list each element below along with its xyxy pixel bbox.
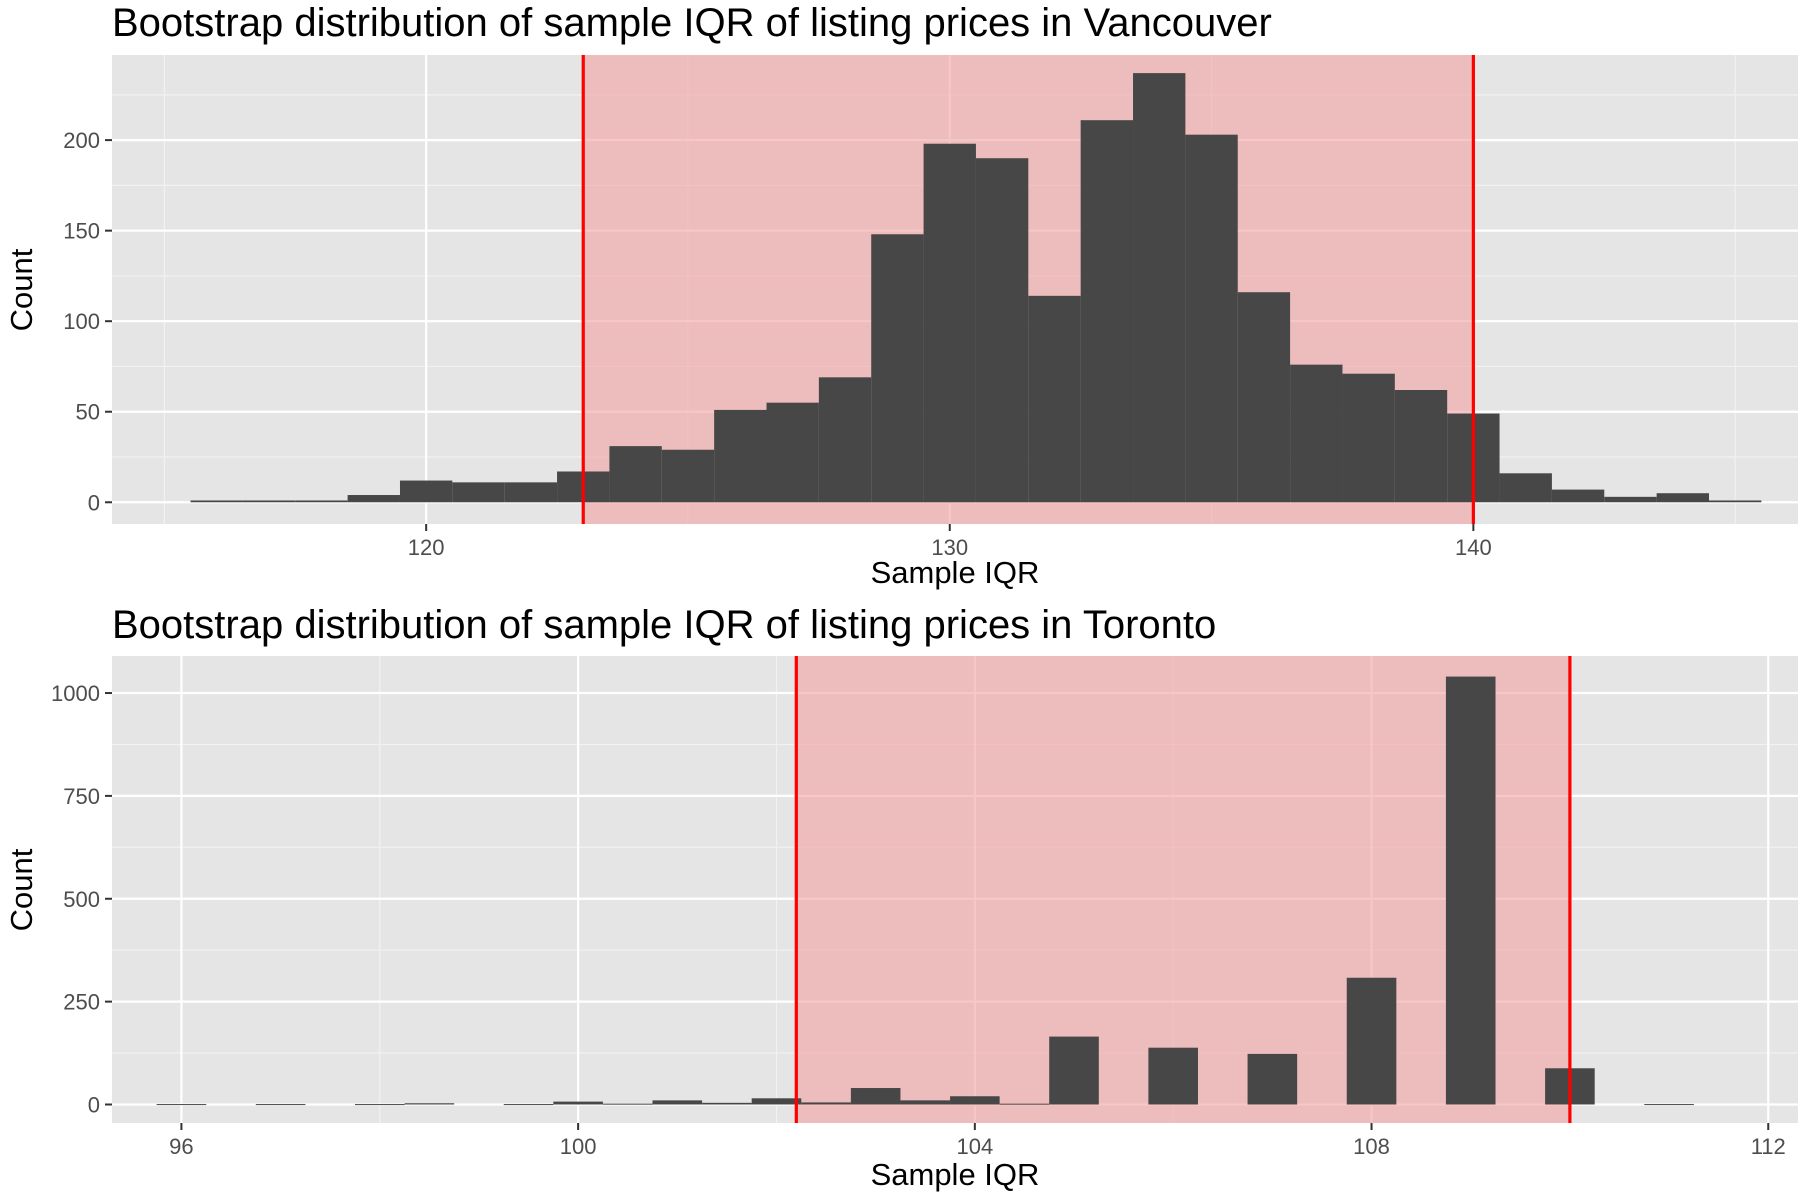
histogram-bar <box>1346 977 1397 1105</box>
histogram-bars <box>156 676 1694 1106</box>
y-tick-label: 150 <box>63 219 100 244</box>
confidence-band-layer <box>796 656 1570 1123</box>
y-tick-label: 750 <box>63 784 100 809</box>
y-tick-label: 1000 <box>51 681 100 706</box>
x-tick-label: 130 <box>931 535 968 560</box>
histogram-bar <box>1708 500 1762 503</box>
histogram-bar <box>850 1088 901 1105</box>
y-axis-label: Count <box>4 248 39 331</box>
vancouver-chart: Bootstrap distribution of sample IQR of … <box>4 1 1798 590</box>
histogram-bar <box>1080 120 1134 503</box>
histogram-bar <box>702 1102 752 1105</box>
histogram-bar <box>714 409 767 503</box>
x-axis-label: Sample IQR <box>871 555 1040 590</box>
histogram-bar <box>900 1100 951 1105</box>
histogram-bar <box>504 482 558 503</box>
y-axis-label: Count <box>4 848 39 931</box>
interval-lines <box>794 656 1572 1123</box>
histogram-bar <box>1445 676 1496 1105</box>
histogram-bar <box>871 234 924 503</box>
histogram-bar <box>347 495 400 503</box>
histogram-bar <box>295 500 348 503</box>
x-axis-label: Sample IQR <box>871 1157 1040 1192</box>
histogram-bar <box>801 1102 851 1105</box>
chart-title: Bootstrap distribution of sample IQR of … <box>112 603 1216 647</box>
histogram-bar <box>1551 489 1605 503</box>
histogram-bar <box>1049 1036 1099 1105</box>
histogram-bar <box>1342 373 1395 503</box>
confidence-interval-band <box>796 656 1570 1123</box>
histogram-bar <box>975 158 1029 503</box>
y-tick-label: 0 <box>88 490 100 515</box>
histogram-bar <box>1148 1047 1198 1105</box>
x-tick-label: 96 <box>169 1134 193 1159</box>
histogram-bar <box>602 1103 653 1105</box>
x-tick-label: 100 <box>560 1134 597 1159</box>
histogram-bar <box>255 1104 306 1106</box>
histogram-bar <box>190 500 243 503</box>
histogram-bar <box>1394 390 1448 503</box>
histogram-bar <box>652 1100 703 1105</box>
histogram-bar <box>999 1103 1050 1105</box>
histogram-bar <box>766 402 819 503</box>
histogram-bar <box>1185 134 1238 503</box>
histogram-bar <box>354 1104 405 1106</box>
histogram-bar <box>1290 364 1343 503</box>
histogram-bar <box>1247 1053 1298 1105</box>
y-tick-label: 250 <box>63 990 100 1015</box>
y-tick-label: 0 <box>88 1092 100 1117</box>
histogram-bar <box>452 482 505 503</box>
x-tick-label: 120 <box>408 535 445 560</box>
y-tick-label: 50 <box>76 400 100 425</box>
histogram-bar <box>818 377 872 503</box>
chart-title: Bootstrap distribution of sample IQR of … <box>112 1 1272 45</box>
histogram-bar <box>1237 292 1291 503</box>
histogram-bar <box>399 480 453 503</box>
histogram-bar <box>242 500 296 503</box>
histogram-bar <box>1644 1104 1694 1106</box>
histogram-bar <box>609 446 662 503</box>
y-tick-label: 100 <box>63 309 100 334</box>
y-tick-label: 500 <box>63 887 100 912</box>
axis-ticks: 120 130 140 0 50 100 150 200 <box>63 128 1491 560</box>
histogram-bar <box>661 449 715 503</box>
histogram-bar <box>404 1103 455 1105</box>
interval-lines <box>581 55 1475 524</box>
histogram-bar <box>751 1098 802 1105</box>
y-tick-label: 200 <box>63 128 100 153</box>
toronto-chart: Bootstrap distribution of sample IQR of … <box>4 603 1798 1192</box>
x-tick-label: 104 <box>956 1134 993 1159</box>
histogram-bar <box>553 1101 603 1105</box>
histogram-bar <box>1499 473 1552 503</box>
histogram-bar <box>1604 496 1657 503</box>
histogram-bar <box>1133 73 1186 503</box>
histogram-bar <box>950 1096 1000 1105</box>
histogram-bar <box>503 1104 554 1106</box>
histogram-bar <box>1028 295 1081 503</box>
axis-ticks: 96 100 104 108 112 0 250 500 750 1000 <box>51 681 1786 1159</box>
x-tick-label: 112 <box>1751 1134 1786 1159</box>
histogram-bar <box>156 1104 207 1106</box>
x-tick-label: 140 <box>1455 535 1492 560</box>
histogram-bar <box>923 143 976 503</box>
x-tick-label: 108 <box>1353 1134 1390 1159</box>
histogram-bar <box>1656 493 1709 503</box>
histogram-bars <box>190 73 1762 503</box>
